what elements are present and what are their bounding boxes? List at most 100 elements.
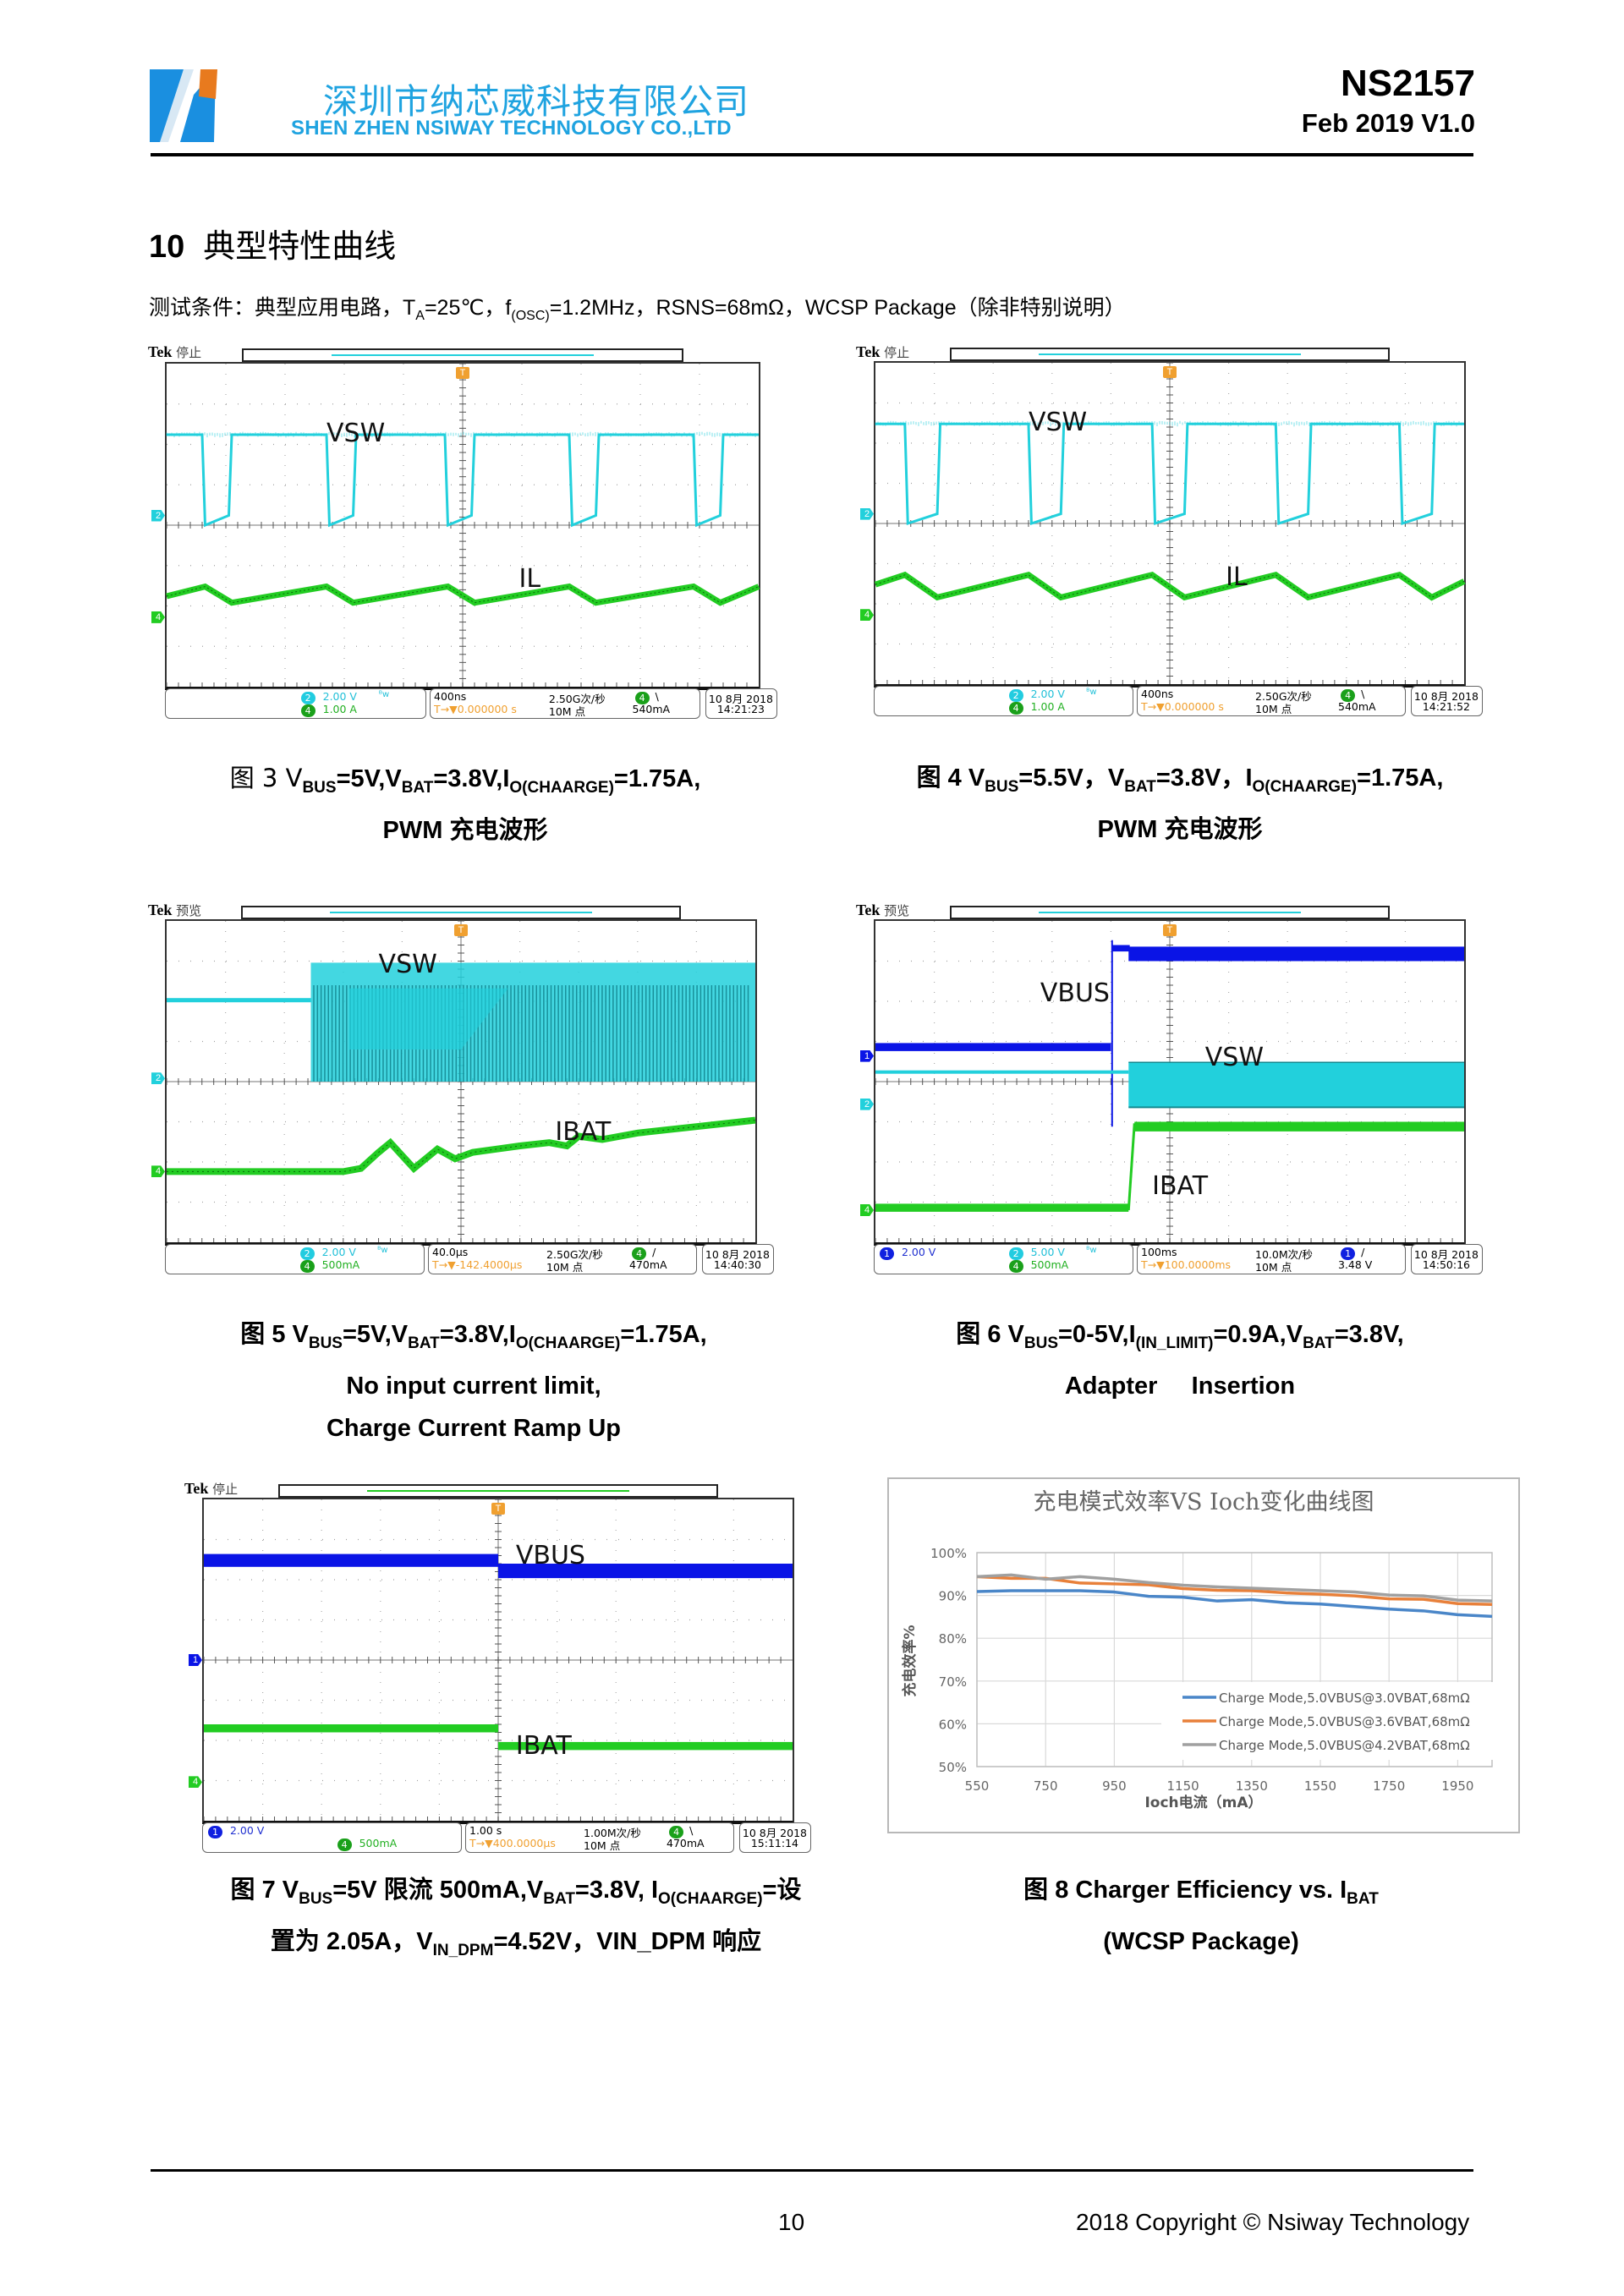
channel-2-marker[interactable]: 2: [151, 1072, 165, 1085]
ch1-scale: 2.00 V: [902, 1246, 936, 1258]
caption-line-1: 图 8 Charger Efficiency vs. IBAT: [1023, 1877, 1379, 1908]
trigger-channel-icon: 4: [632, 1247, 647, 1260]
scope-brand: Tek: [184, 1480, 209, 1497]
ch2-icon: 2: [299, 1247, 315, 1260]
channel-settings-box[interactable]: 1 2.00 V 4 500mA: [202, 1822, 462, 1853]
trigger-channel-icon: 4: [634, 692, 650, 704]
channel-1-marker[interactable]: 1: [860, 1049, 874, 1062]
scope-date: 10 8月 2018: [705, 1248, 770, 1261]
vsw-idle-trace: [875, 1070, 1129, 1074]
scope-status-label: Tek 预览: [148, 901, 201, 919]
ch4-scale: 500mA: [321, 1258, 360, 1271]
scope-status-label: Tek 预览: [856, 901, 909, 919]
scope-brand: Tek: [148, 901, 173, 918]
channel-2-marker[interactable]: 2: [151, 509, 165, 522]
ch1-scale: 2.00 V: [230, 1824, 265, 1837]
x-tick-label: 950: [1102, 1778, 1127, 1794]
vsw-trace: [167, 433, 759, 528]
trigger-position-marker[interactable]: T: [1163, 924, 1177, 936]
channel-1-marker[interactable]: 1: [189, 1654, 202, 1666]
caption-figure-6: 图 6 VBUS=0-5V,I(IN_LIMIT)=0.9A,VBAT=3.8V…: [854, 1313, 1506, 1407]
trigger-slope-icon: \: [655, 690, 659, 703]
record-length: 10M 点: [548, 705, 586, 718]
timebase-box[interactable]: 1.00 s T→▼400.0000μs 1.00M次/秒 10M 点 4 \ 470mA: [465, 1822, 734, 1853]
channel-4-marker[interactable]: 4: [151, 1165, 165, 1178]
scope-info-bar: 2 2.00 V ᴮw 4 1.00 A 400ns T→▼0.000000 s 2.50G次…: [165, 688, 777, 719]
caption-figure-7: 图 7 VBUS=5V 限流 500mA,VBAT=3.8V, IO(CHAAR…: [152, 1869, 880, 1972]
trigger-slope-icon: \: [1361, 688, 1365, 700]
channel-settings-box[interactable]: 2 2.00 V ᴮw 4 500mA: [165, 1244, 425, 1274]
trigger-channel-icon: 1: [1341, 1247, 1356, 1260]
sample-rate: 1.00M次/秒: [584, 1827, 641, 1839]
trigger-slope-icon: \: [689, 1824, 694, 1837]
caption-line-2: 置为 2.05A，VIN_DPM=4.52V，VIN_DPM 响应: [270, 1927, 762, 1959]
timebase-value: 1.00 s: [469, 1824, 502, 1837]
scope-time: 14:50:16: [1422, 1258, 1470, 1271]
logo-mark-icon: [150, 69, 217, 142]
scope-time: 14:21:52: [1422, 700, 1470, 713]
trigger-slope-icon: /: [652, 1246, 656, 1258]
ibat-high-trace: [1134, 1121, 1464, 1132]
company-name-en: SHEN ZHEN NSIWAY TECHNOLOGY CO.,LTD: [291, 117, 732, 140]
channel-settings-box[interactable]: 2 2.00 V ᴮw 4 1.00 A: [874, 686, 1133, 716]
caption-line-2: (WCSP Package): [1103, 1927, 1299, 1955]
scope-date: 10 8月 2018: [1413, 1248, 1479, 1261]
scope-brand: Tek: [856, 343, 881, 360]
trigger-position-marker[interactable]: T: [454, 924, 468, 936]
channel-2-marker[interactable]: 2: [860, 1098, 874, 1110]
conditions-ta: =25℃，f: [424, 296, 512, 320]
sample-rate: 2.50G次/秒: [546, 1248, 603, 1261]
graticule-svg: [166, 920, 756, 1242]
channel-2-marker[interactable]: 2: [860, 507, 874, 520]
waveform-label: IL: [1226, 562, 1248, 592]
x-axis-label: Ioch电流（mA）: [1144, 1794, 1262, 1811]
record-view-bar: [950, 906, 1390, 919]
sample-rate: 10.0M次/秒: [1255, 1248, 1313, 1261]
channel-4-marker[interactable]: 4: [860, 1204, 874, 1216]
timebase-box[interactable]: 40.0μs T→▼-142.4000μs 2.50G次/秒 10M 点 4 /470mA: [428, 1244, 697, 1274]
scope-time: 15:11:14: [750, 1837, 798, 1849]
y-tick-label: 80%: [939, 1631, 967, 1647]
scope-time: 14:40:30: [713, 1258, 761, 1271]
ch4-scale: 500mA: [1030, 1258, 1069, 1271]
caption-line-2: Adapter Insertion: [1064, 1372, 1296, 1400]
vsw-idle-trace: [167, 998, 311, 1003]
scope-run-status: 停止: [172, 345, 202, 360]
y-tick-label: 100%: [930, 1546, 967, 1561]
company-logo: [150, 69, 243, 142]
caption-figure-3: 图 3 VBUS=5V,VBAT=3.8V,IO(CHAARGE)=1.75A,…: [152, 757, 778, 852]
waveform-label: IBAT: [515, 1730, 572, 1761]
trigger-position-marker[interactable]: T: [456, 367, 469, 379]
waveform-label: IBAT: [555, 1116, 612, 1147]
trigger-position-marker[interactable]: T: [491, 1503, 505, 1515]
channel-4-marker[interactable]: 4: [151, 611, 165, 623]
channel-settings-box[interactable]: 2 2.00 V ᴮw 4 1.00 A: [165, 688, 426, 719]
x-tick-label: 1950: [1441, 1778, 1473, 1794]
caption-line-1: 图 7 VBUS=5V 限流 500mA,VBAT=3.8V, IO(CHAAR…: [230, 1877, 802, 1908]
conditions-prefix: 测试条件：典型应用电路，T: [149, 296, 416, 320]
channel-4-marker[interactable]: 4: [860, 609, 874, 622]
legend-entry: Charge Mode,5.0VBUS@4.2VBAT,68mΩ: [1219, 1738, 1470, 1753]
timebase-box[interactable]: 100ms T→▼100.0000ms 10.0M次/秒 10M 点 1 /3.48 V: [1137, 1244, 1406, 1274]
vsw-ramp: [461, 988, 508, 1049]
waveform-label: VSW: [1028, 408, 1088, 438]
trigger-position: T→▼0.000000 s: [434, 703, 517, 715]
record-length: 10M 点: [1255, 1261, 1292, 1274]
ch1-icon: 1: [880, 1247, 894, 1260]
x-tick-label: 1150: [1167, 1778, 1199, 1794]
scope-graticule: T VBUS IBAT 1 4: [189, 1498, 794, 1824]
x-tick-label: 1350: [1236, 1778, 1268, 1794]
page-number: 10: [778, 2209, 805, 2235]
x-tick-label: 1750: [1373, 1778, 1405, 1794]
trigger-position-marker[interactable]: T: [1163, 366, 1177, 378]
channel-settings-box[interactable]: 1 2.00 V 2 5.00 V ᴮw 4 500mA: [874, 1244, 1133, 1274]
ch2-scale: 2.00 V: [1030, 688, 1065, 700]
sample-rate: 2.50G次/秒: [548, 693, 606, 705]
plot-area: [976, 1552, 1493, 1767]
timebase-box[interactable]: 400ns T→▼0.000000 s 2.50G次/秒 10M 点 4 \ 540mA: [1137, 686, 1406, 716]
record-window: [1039, 353, 1301, 355]
channel-4-marker[interactable]: 4: [189, 1776, 202, 1789]
scope-date: 10 8月 2018: [708, 693, 773, 705]
trigger-channel: 4: [669, 1825, 684, 1838]
timebase-box[interactable]: 400ns T→▼0.000000 s 2.50G次/秒 10M 点 4 \ 540mA: [430, 688, 700, 719]
